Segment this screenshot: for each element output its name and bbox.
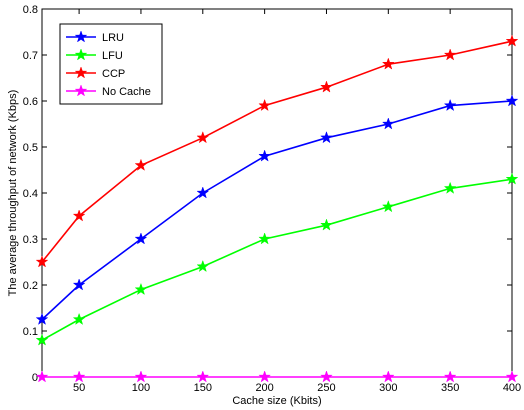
y-tick-label: 0.4 xyxy=(23,188,38,200)
legend-entry-lfu: LFU xyxy=(66,48,123,62)
series-ccp xyxy=(35,34,519,268)
series-lfu xyxy=(35,172,519,346)
data-point-lru xyxy=(72,278,86,291)
data-point-no-cache xyxy=(381,370,395,383)
legend-label: CCP xyxy=(102,68,125,80)
data-point-lfu xyxy=(505,172,519,185)
x-tick-label: 300 xyxy=(379,382,397,394)
series-line-lru xyxy=(41,100,513,321)
data-point-lru xyxy=(35,312,49,325)
legend-marker xyxy=(74,84,88,97)
y-tick-label: 0.1 xyxy=(23,326,38,338)
data-point-lfu xyxy=(443,181,457,194)
axes: 0 0.1 0.2 0.3 0.4 0.5 0.6 0.7 0.8 50 100 150 200 250 3… xyxy=(23,4,521,394)
data-point-lfu xyxy=(381,200,395,213)
data-point-lru xyxy=(196,186,210,199)
y-tick-label: 0.3 xyxy=(23,234,38,246)
data-point-ccp xyxy=(381,57,395,70)
y-axis-title: The average throughput of network (Kbps) xyxy=(7,90,19,297)
data-point-ccp xyxy=(134,158,148,171)
legend: LRU LFU CCP No Cache xyxy=(59,23,163,105)
series-no-cache xyxy=(35,370,519,383)
data-point-ccp xyxy=(443,48,457,61)
legend-label: LRU xyxy=(102,32,124,44)
x-tick-label: 200 xyxy=(255,382,273,394)
data-point-ccp xyxy=(35,255,49,268)
data-point-lfu xyxy=(196,259,210,273)
data-point-ccp xyxy=(320,80,333,93)
x-tick-label: 250 xyxy=(317,382,335,394)
data-point-lfu xyxy=(35,333,49,346)
x-tick-label: 400 xyxy=(503,382,521,394)
data-point-lfu xyxy=(72,312,86,325)
data-point-ccp xyxy=(505,34,519,47)
series-lru xyxy=(35,94,519,325)
y-tick-label: 0.2 xyxy=(23,280,38,292)
data-point-ccp xyxy=(72,209,86,222)
data-point-lru xyxy=(443,98,457,112)
legend-label: LFU xyxy=(102,50,123,62)
legend-entry-no-cache: No Cache xyxy=(66,84,151,98)
x-tick-label: 50 xyxy=(73,382,85,394)
series-layer xyxy=(35,34,519,383)
data-point-lru xyxy=(134,232,148,245)
data-point-no-cache xyxy=(35,370,49,383)
data-point-lfu xyxy=(258,232,272,245)
data-point-no-cache xyxy=(443,370,457,383)
data-point-lfu xyxy=(320,218,333,231)
y-tick-label: 0.7 xyxy=(23,50,38,62)
legend-entry-ccp: CCP xyxy=(66,66,125,80)
data-point-ccp xyxy=(196,131,210,144)
legend-marker xyxy=(74,30,88,43)
legend-marker xyxy=(74,66,88,79)
legend-entry-lru: LRU xyxy=(66,30,124,44)
legend-marker xyxy=(74,48,88,61)
y-tick-label: 0.8 xyxy=(23,4,38,16)
data-point-no-cache xyxy=(320,370,333,383)
x-tick-label: 100 xyxy=(132,382,150,394)
y-tick-label: 0 xyxy=(32,372,38,384)
data-point-lfu xyxy=(134,282,148,296)
y-tick-label: 0.6 xyxy=(23,96,38,108)
legend-label: No Cache xyxy=(102,86,151,98)
x-axis-title: Cache size (Kbits) xyxy=(232,395,321,407)
data-point-no-cache xyxy=(258,370,272,383)
data-point-lru xyxy=(381,117,395,130)
x-tick-label: 150 xyxy=(194,382,212,394)
data-point-no-cache xyxy=(196,370,210,383)
y-tick-label: 0.5 xyxy=(23,142,38,154)
data-point-no-cache xyxy=(72,370,86,383)
data-point-lru xyxy=(505,94,519,107)
data-point-ccp xyxy=(258,98,272,112)
x-tick-label: 350 xyxy=(441,382,459,394)
data-point-lru xyxy=(320,131,333,144)
data-point-no-cache xyxy=(505,370,519,383)
data-point-no-cache xyxy=(134,370,148,383)
data-point-lru xyxy=(258,149,272,162)
